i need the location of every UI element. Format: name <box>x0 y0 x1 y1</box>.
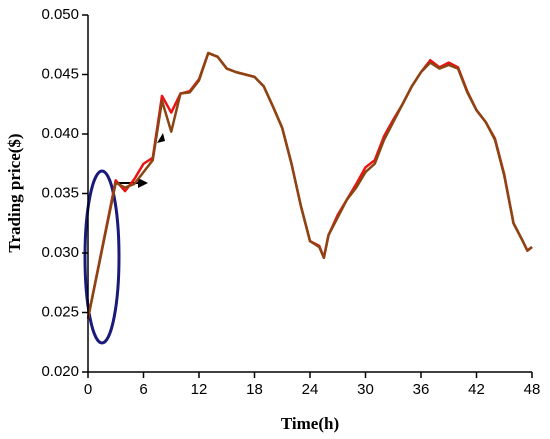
x-tick-label: 24 <box>302 381 319 398</box>
series-line <box>86 51 533 319</box>
y-tick-label: 0.020 <box>41 363 79 380</box>
x-tick-label: 48 <box>524 381 541 398</box>
y-axis-title: Trading price($) <box>5 133 24 252</box>
y-tick-label: 0.030 <box>41 244 79 261</box>
x-tick-label: 36 <box>413 381 430 398</box>
x-tick-label: 30 <box>357 381 374 398</box>
y-tick-label: 0.050 <box>41 6 79 23</box>
marker <box>157 133 165 143</box>
highlight-ellipse <box>83 169 121 345</box>
arrow-head <box>138 178 148 188</box>
x-tick-label: 18 <box>246 381 263 398</box>
x-tick-label: 6 <box>139 381 147 398</box>
annotations <box>83 133 165 345</box>
y-tick-label: 0.035 <box>41 184 79 201</box>
y-tick-label: 0.045 <box>41 65 79 82</box>
x-tick-label: 12 <box>191 381 208 398</box>
y-tick-label: 0.040 <box>41 125 79 142</box>
x-tick-label: 0 <box>84 381 92 398</box>
x-axis-title: Time(h) <box>281 414 339 433</box>
series-line <box>86 51 533 319</box>
y-tick-label: 0.025 <box>41 303 79 320</box>
x-tick-label: 42 <box>468 381 485 398</box>
